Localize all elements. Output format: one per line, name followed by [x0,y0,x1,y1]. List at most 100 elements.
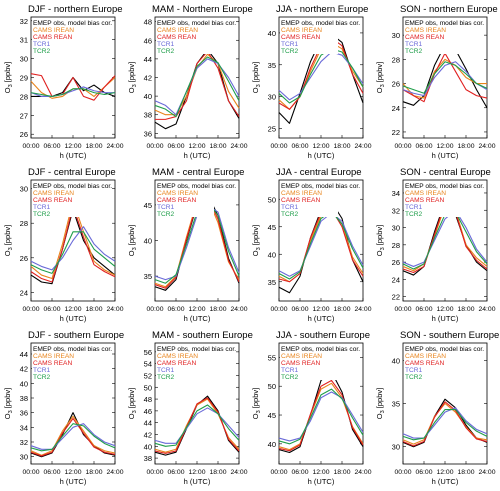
x-tick-label: 00:00 [270,469,287,476]
legend-entry: TCR2 [33,374,51,381]
y-tick-label: 36 [144,129,152,138]
x-axis-label: h (UTC) [432,477,459,486]
x-tick-label: 18:00 [209,469,226,476]
legend-entry: EMEP obs, model bias cor. [405,346,484,353]
series-line [30,208,116,285]
x-tick-label: 18:00 [85,306,102,313]
panel-title: SON - central Europe [400,167,491,178]
y-tick-label: 30 [268,93,276,102]
x-tick-label: 06:00 [415,469,432,476]
legend-background [404,18,462,54]
x-axis-label: h (UTC) [60,314,87,323]
x-tick-label: 24:00 [354,306,371,313]
series-line [30,423,116,450]
x-tick-label: 18:00 [209,306,226,313]
y-tick-label: 30 [20,185,28,194]
series-line [30,88,116,97]
series-line [278,391,364,442]
y-tick-label: 50 [268,195,276,204]
y-tick-label: 29 [20,74,28,83]
x-tick-label: 12:00 [436,306,453,313]
y-tick-label: 26 [20,130,28,139]
legend-entry: TCR1 [157,41,175,48]
legend-entry: TCR2 [281,48,299,55]
y-tick-label: 36 [20,409,28,418]
legend-entry: TCR1 [405,367,423,374]
y-tick-label: 27 [20,111,28,120]
y-tick-label: 35 [392,400,400,409]
legend-entry: CAMS IREAN [405,353,446,360]
y-axis-label: O3 [ppbv] [127,62,138,93]
x-tick-label: 12:00 [312,143,329,150]
legend-entry: TCR2 [157,211,175,218]
x-tick-label: 24:00 [354,143,371,150]
legend-entry: TCR1 [157,204,175,211]
x-tick-label: 06:00 [291,306,308,313]
legend-background [32,181,90,217]
y-tick-label: 45 [268,411,276,420]
legend-entry: TCR1 [33,204,51,211]
x-tick-label: 12:00 [188,143,205,150]
x-axis-label: h (UTC) [308,477,335,486]
x-axis-label: h (UTC) [184,477,211,486]
x-tick-label: 12:00 [188,469,205,476]
y-tick-label: 40 [268,29,276,38]
legend-entry: TCR2 [281,211,299,218]
panel: DJF - central Europe 24 26 28 30 00:00 06:00 12… [3,167,124,323]
legend-background [32,18,90,54]
x-tick-label: 18:00 [457,306,474,313]
legend-entry: CAMS REAN [405,34,444,41]
x-tick-label: 24:00 [478,306,495,313]
series-line [278,51,364,101]
x-tick-label: 06:00 [43,306,60,313]
panel-title: JJA - central Europe [276,167,362,178]
x-axis-label: h (UTC) [184,314,211,323]
panel: DJF - southern Europe 30 32 34 36 38 40 42 44 00:… [3,330,124,486]
y-axis-label: O3 [ppbv] [375,388,386,419]
panel-title: MAM - central Europe [152,167,244,178]
series-line [278,212,364,277]
panel: MAM - southern Europe 38 40 42 44 46 48 50 52 54 5… [127,330,253,486]
legend-entry: TCR1 [281,367,299,374]
panel: JJA - southern Europe 40 45 50 55 00:00 06:00 1… [251,330,372,486]
legend-entry: CAMS REAN [281,197,320,204]
legend-background [280,344,338,380]
legend-entry: TCR1 [33,367,51,374]
legend-entry: CAMS IREAN [33,353,74,360]
panel: JJA - central Europe 35 40 45 50 00:00 06:00 12… [251,167,372,323]
legend-entry: CAMS IREAN [157,353,198,360]
legend-entry: EMEP obs, model bias cor. [405,20,484,27]
legend-entry: EMEP obs, model bias cor. [157,346,236,353]
y-axis-label: O3 [ppbv] [375,62,386,93]
legend-entry: CAMS IREAN [33,27,74,34]
panel-title: DJF - southern Europe [28,330,124,341]
y-tick-label: 40 [392,356,400,365]
legend-background [156,18,214,54]
y-tick-label: 31 [20,36,28,45]
x-tick-label: 12:00 [312,306,329,313]
x-tick-label: 00:00 [22,306,39,313]
x-axis-label: h (UTC) [308,314,335,323]
x-tick-label: 12:00 [64,143,81,150]
series-line [278,382,364,451]
x-tick-label: 06:00 [167,469,184,476]
panel: JJA - northern Europe 25 30 35 40 00:00 06:00 1… [251,4,372,160]
y-tick-label: 35 [144,272,152,281]
y-tick-label: 40 [268,440,276,449]
y-tick-label: 52 [144,371,152,380]
legend-entry: EMEP obs, model bias cor. [281,20,360,27]
y-tick-label: 30 [392,224,400,233]
y-tick-label: 46 [144,407,152,416]
legend-entry: CAMS REAN [157,34,196,41]
y-tick-label: 40 [144,92,152,101]
legend-entry: EMEP obs, model bias cor. [157,20,236,27]
series-line [402,211,488,270]
panel-title: DJF - central Europe [28,167,116,178]
legend-entry: TCR2 [33,48,51,55]
legend-entry: CAMS IREAN [33,190,74,197]
y-tick-label: 40 [144,237,152,246]
y-axis-label: O3 [ppbv] [251,388,262,419]
x-tick-label: 06:00 [415,306,432,313]
x-tick-label: 18:00 [85,469,102,476]
